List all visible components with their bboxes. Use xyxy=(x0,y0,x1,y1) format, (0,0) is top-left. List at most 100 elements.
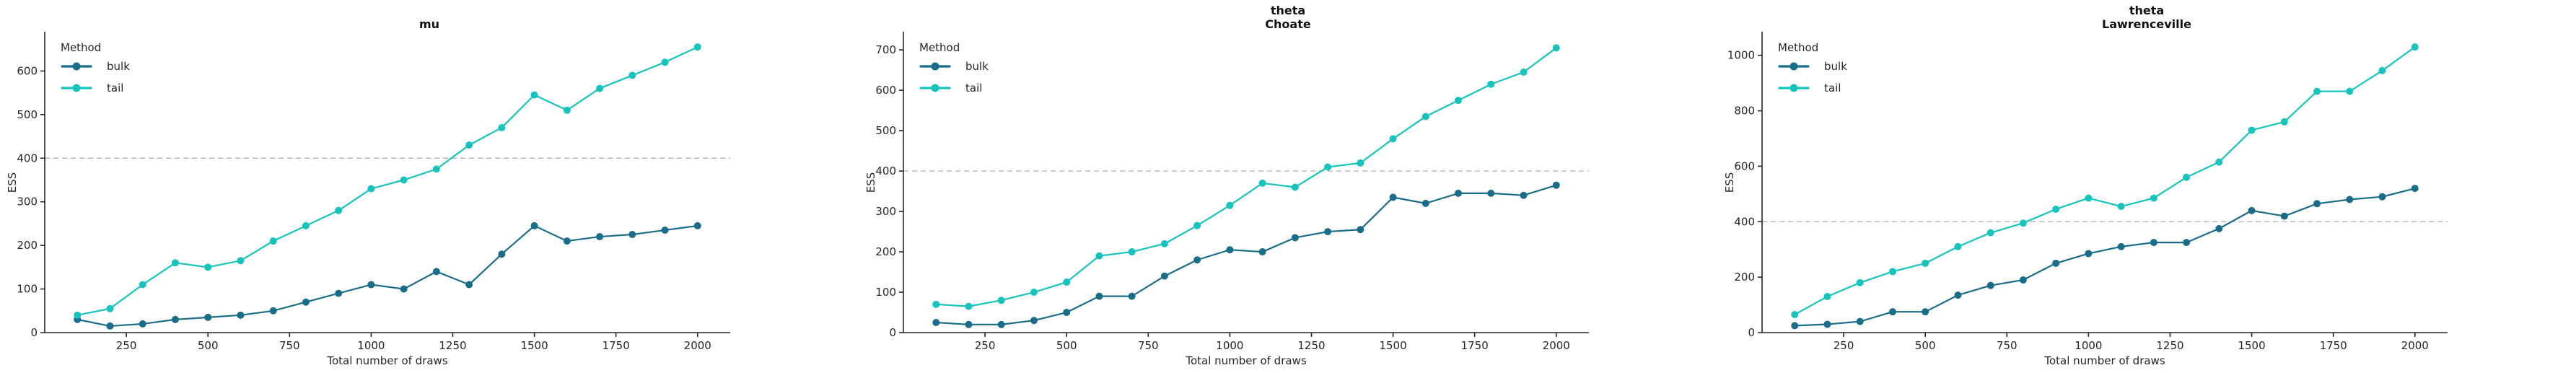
data-point-bulk xyxy=(498,250,506,258)
legend-title: Method xyxy=(919,41,960,54)
data-point-bulk xyxy=(2052,259,2060,267)
y-axis-label: ESS xyxy=(864,172,877,193)
y-tick-label: 400 xyxy=(17,152,38,164)
data-point-bulk xyxy=(2411,185,2419,193)
data-point-tail xyxy=(2019,219,2027,227)
y-tick-label: 600 xyxy=(17,64,38,77)
data-point-bulk xyxy=(1160,272,1168,280)
data-point-bulk xyxy=(139,320,146,328)
data-point-bulk xyxy=(1421,199,1429,207)
x-axis-label: Total number of draws xyxy=(327,354,448,367)
data-point-bulk xyxy=(1922,308,1929,316)
data-point-tail xyxy=(1954,242,1962,250)
plot-area: 0 100 200 300 400 500 600 700 250 500 750 1000 1250 1… xyxy=(875,32,1589,352)
data-point-bulk xyxy=(302,298,310,306)
data-point-tail xyxy=(661,58,669,66)
y-tick-label: 500 xyxy=(875,124,896,137)
data-point-bulk xyxy=(2346,196,2354,203)
data-point-bulk xyxy=(204,313,212,321)
data-point-tail xyxy=(2183,173,2191,181)
data-point-tail xyxy=(628,71,636,79)
data-point-bulk xyxy=(628,231,636,239)
data-point-bulk xyxy=(1291,234,1299,242)
chart-title: theta Choate xyxy=(859,0,1717,31)
data-point-bulk xyxy=(335,289,343,297)
x-tick-label: 1250 xyxy=(439,339,466,352)
data-point-bulk xyxy=(1258,248,1266,256)
data-point-tail xyxy=(1856,278,1864,286)
chart-title: mu xyxy=(0,0,859,31)
y-tick-label: 200 xyxy=(875,245,896,258)
data-point-bulk xyxy=(1357,226,1364,234)
data-point-bulk xyxy=(2117,242,2125,250)
data-point-bulk xyxy=(1455,189,1463,197)
data-point-tail xyxy=(1063,278,1071,286)
data-point-tail xyxy=(139,281,146,289)
legend-item-bulk: bulk xyxy=(1778,56,1847,77)
x-tick-label: 500 xyxy=(198,339,219,352)
data-point-tail xyxy=(1487,80,1495,88)
data-point-bulk xyxy=(563,237,571,245)
legend-label-bulk: bulk xyxy=(1824,60,1847,73)
legend-label-tail: tail xyxy=(1824,82,1841,95)
data-point-tail xyxy=(498,123,506,131)
data-point-tail xyxy=(530,91,538,99)
data-point-bulk xyxy=(171,315,179,323)
data-point-tail xyxy=(1888,268,1896,276)
x-axis-label: Total number of draws xyxy=(1186,354,1307,367)
data-point-tail xyxy=(2280,118,2288,126)
data-point-bulk xyxy=(106,322,114,330)
data-point-tail xyxy=(1823,293,1831,301)
x-axis-label: Total number of draws xyxy=(2044,354,2165,367)
x-tick-label: 1000 xyxy=(2075,339,2102,352)
chart-title: theta Lawrenceville xyxy=(1717,0,2576,31)
series-line-bulk xyxy=(76,224,698,328)
data-point-tail xyxy=(1128,248,1136,256)
y-tick-label: 600 xyxy=(875,84,896,97)
data-point-bulk xyxy=(1193,256,1201,264)
data-point-bulk xyxy=(1324,228,1332,236)
data-point-bulk xyxy=(530,221,538,229)
data-point-bulk xyxy=(465,281,473,289)
data-point-tail xyxy=(335,206,343,214)
x-tick-label: 1250 xyxy=(2156,339,2183,352)
data-point-tail xyxy=(2313,87,2321,95)
data-point-bulk xyxy=(2215,224,2223,232)
series-line-bulk xyxy=(1794,188,2416,327)
tail-line-marker-icon xyxy=(1778,84,1810,92)
data-point-tail xyxy=(1986,229,1994,237)
x-tick-label: 250 xyxy=(116,339,137,352)
x-tick-label: 1500 xyxy=(2238,339,2265,352)
series-line-tail xyxy=(76,46,698,316)
tail-line-marker-icon xyxy=(919,84,951,92)
data-point-tail xyxy=(1226,201,1234,209)
chart-panel-theta-lawrenceville: theta Lawrenceville 0 200 400 600 800 1000 250… xyxy=(1717,0,2576,373)
x-tick-label: 1250 xyxy=(1297,339,1325,352)
data-point-bulk xyxy=(997,320,1005,328)
data-point-bulk xyxy=(1552,181,1560,189)
chart-title-line: mu xyxy=(419,17,440,31)
x-tick-label: 750 xyxy=(279,339,300,352)
y-tick-label: 100 xyxy=(17,283,38,296)
data-point-bulk xyxy=(693,221,701,229)
plot-area: 0 100 200 300 400 500 600 250 500 750 1000 1250 1500… xyxy=(17,32,730,352)
plot-area: 0 200 400 600 800 1000 250 500 750 1000 1250 1500 17… xyxy=(1727,32,2448,352)
data-point-bulk xyxy=(367,281,375,289)
y-tick-label: 300 xyxy=(875,205,896,218)
data-point-tail xyxy=(1030,289,1038,297)
legend-item-tail: tail xyxy=(919,77,989,99)
data-point-bulk xyxy=(2019,276,2027,284)
x-tick-label: 1750 xyxy=(1461,339,1489,352)
data-point-bulk xyxy=(965,320,973,328)
y-tick-label: 600 xyxy=(1734,159,1755,172)
data-point-bulk xyxy=(269,307,277,315)
x-tick-label: 250 xyxy=(975,339,996,352)
data-point-tail xyxy=(465,141,473,149)
data-point-tail xyxy=(2378,66,2386,74)
x-tick-label: 500 xyxy=(1056,339,1077,352)
data-point-tail xyxy=(1160,240,1168,247)
data-point-tail xyxy=(302,221,310,229)
data-point-tail xyxy=(1389,135,1397,143)
x-tick-label: 1750 xyxy=(603,339,630,352)
y-tick-label: 1000 xyxy=(1727,49,1755,62)
